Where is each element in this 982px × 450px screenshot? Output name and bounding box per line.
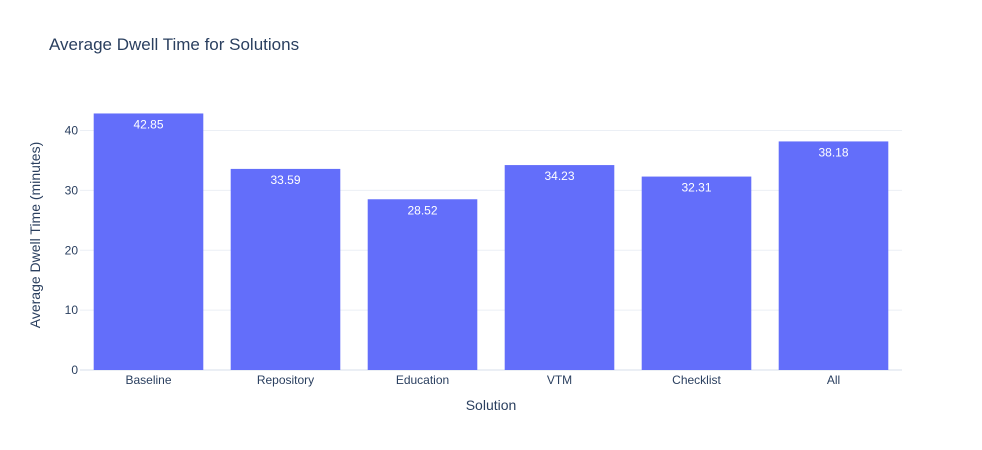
bar-repository: [230, 168, 341, 370]
gridlines: [80, 130, 902, 371]
bar-all: [778, 141, 889, 370]
x-axis-title: Solution: [466, 397, 517, 413]
x-tick-label: Repository: [257, 373, 314, 387]
y-axis-ticks: 0 10 20 30 40: [65, 124, 79, 377]
bar-value-label: 28.52: [407, 203, 437, 217]
y-tick-label: 20: [65, 243, 79, 257]
bar-value-label: 38.18: [818, 145, 848, 159]
chart-title: Average Dwell Time for Solutions: [49, 35, 299, 54]
bars: 42.85 33.59 28.52 34.23 32.31 38.18: [93, 113, 889, 371]
x-tick-label: Education: [396, 373, 449, 387]
y-tick-label: 0: [71, 363, 78, 377]
y-tick-label: 40: [65, 124, 79, 138]
y-axis-title: Average Dwell Time (minutes): [27, 142, 43, 328]
bar-baseline: [93, 113, 204, 371]
x-tick-label: All: [827, 373, 840, 387]
bar-value-label: 32.31: [681, 181, 711, 195]
x-tick-label: Baseline: [125, 373, 171, 387]
bar-value-label: 33.59: [270, 173, 300, 187]
y-tick-label: 10: [65, 303, 79, 317]
bar-value-label: 42.85: [133, 117, 163, 131]
bar-checklist: [641, 176, 752, 370]
bar-education: [367, 199, 478, 370]
y-tick-label: 30: [65, 183, 79, 197]
x-tick-label: VTM: [547, 373, 572, 387]
x-tick-label: Checklist: [672, 373, 721, 387]
bar-value-label: 34.23: [544, 169, 574, 183]
x-axis-ticks: Baseline Repository Education VTM Checklist A…: [125, 373, 840, 387]
bar-vtm: [504, 165, 615, 370]
